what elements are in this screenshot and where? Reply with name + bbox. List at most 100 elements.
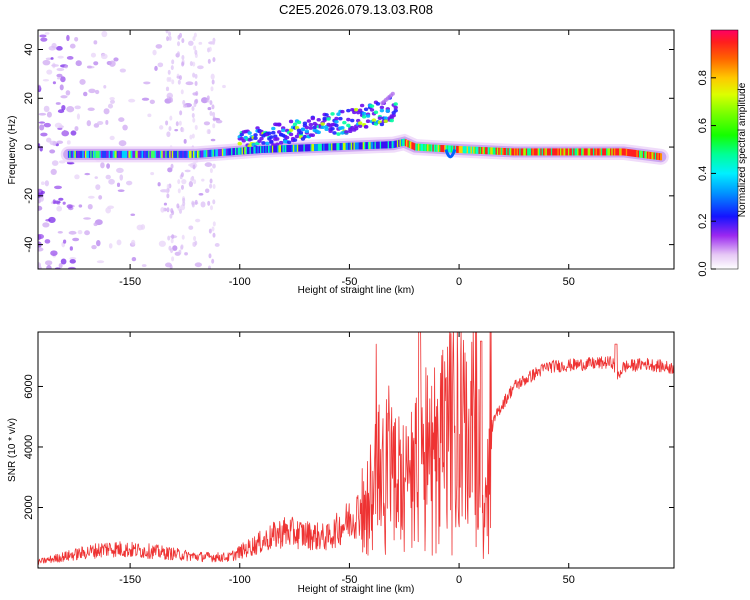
main-trace-cell — [174, 150, 177, 158]
main-trace-cell — [573, 148, 576, 156]
main-trace-cell — [254, 146, 257, 154]
upper-trace-blob — [292, 138, 298, 142]
main-trace-cell — [196, 150, 199, 158]
noise-blob — [69, 259, 76, 264]
main-trace-cell — [371, 141, 374, 149]
noise-blob — [118, 140, 127, 147]
main-trace-cell — [481, 147, 484, 155]
noise-blob — [212, 163, 216, 169]
upper-trace-blob — [239, 132, 244, 137]
main-trace-cell — [329, 143, 332, 151]
noise-blob — [201, 178, 205, 182]
main-trace-cell — [388, 141, 391, 149]
main-trace-cell — [195, 150, 198, 158]
spectrogram-ytick-label: -20 — [23, 188, 35, 204]
upper-trace-blob — [340, 126, 345, 130]
streak-blob — [194, 199, 198, 205]
main-trace-cell — [212, 149, 215, 157]
spectrogram-ytick-label: -40 — [23, 237, 35, 253]
upper-trace-blob — [251, 142, 256, 147]
noise-blob — [66, 34, 70, 42]
streak-blob — [209, 100, 213, 106]
main-trace-cell — [253, 146, 256, 154]
main-trace-cell — [100, 150, 103, 158]
noise-blob — [113, 57, 119, 62]
main-trace-cell — [279, 145, 282, 153]
noise-blob — [39, 34, 47, 38]
main-trace-cell — [128, 150, 131, 158]
upper-trace-blob — [279, 140, 284, 145]
noise-blob — [60, 95, 68, 99]
upper-trace-blob — [280, 128, 286, 133]
spectrogram-axes: -150 -100 -50 0 50 -40 -20 0 20 40 — [23, 30, 674, 288]
upper-trace-blob — [389, 118, 394, 123]
main-trace-cell — [266, 145, 269, 153]
main-trace-cell — [203, 150, 206, 158]
streak-blob — [212, 40, 216, 46]
main-trace-cell — [224, 148, 227, 156]
main-trace-cell — [592, 148, 595, 156]
main-trace-cell — [608, 148, 611, 156]
main-trace-cell — [242, 147, 245, 155]
main-trace-cell — [575, 148, 578, 156]
main-trace-cell — [566, 148, 569, 156]
streak-blob — [166, 183, 170, 189]
main-trace-cell — [523, 148, 526, 156]
main-trace-cell — [527, 148, 530, 156]
noise-blob — [166, 92, 174, 99]
spectrogram-xtick-label: 0 — [456, 276, 462, 288]
upper-trace-blob — [259, 136, 264, 141]
noise-blob — [167, 167, 173, 173]
main-trace-cell — [165, 150, 168, 158]
streak-blob — [192, 241, 196, 247]
main-trace-cell — [96, 150, 99, 158]
main-trace-cell — [353, 142, 356, 150]
main-trace-cell — [535, 148, 538, 156]
upper-trace-blob — [377, 116, 383, 120]
noise-blob — [158, 125, 164, 130]
streak-blob — [182, 197, 186, 203]
main-trace-cell — [277, 145, 280, 153]
noise-blob — [98, 195, 103, 200]
main-trace-cell — [531, 148, 534, 156]
main-trace-cell — [474, 146, 477, 154]
noise-blob — [39, 124, 45, 131]
main-trace-cell — [312, 144, 315, 152]
main-trace-cell — [616, 148, 619, 156]
upper-trace-blob — [330, 126, 335, 131]
main-trace-cell — [541, 148, 544, 156]
upper-trace-blob — [298, 130, 304, 135]
noise-blob — [38, 205, 43, 211]
main-trace-cell — [161, 150, 164, 158]
main-trace-cell — [170, 150, 173, 158]
main-trace-cell — [316, 143, 319, 151]
main-trace-cell — [182, 150, 185, 158]
streak-blob — [194, 49, 198, 55]
main-trace-cell — [256, 146, 259, 154]
main-trace-cell — [70, 150, 73, 158]
main-trace-cell — [562, 148, 565, 156]
main-trace-cell — [367, 142, 370, 150]
main-trace-cell — [657, 152, 660, 160]
main-trace-cell — [581, 148, 584, 156]
main-trace-cell — [398, 139, 401, 147]
upper-trace-blob — [265, 141, 270, 146]
noise-blob — [50, 57, 54, 60]
main-trace-cell — [223, 148, 226, 156]
spectrogram-ytick-label: 0 — [23, 144, 35, 150]
streak-blob — [178, 120, 182, 126]
main-trace-cell — [582, 148, 585, 156]
main-trace-cell — [599, 148, 602, 156]
noise-blob — [101, 30, 108, 38]
noise-blob — [210, 73, 215, 80]
noise-blob — [44, 239, 51, 244]
main-trace-cell — [331, 143, 334, 151]
main-trace-cell — [416, 143, 419, 151]
main-trace-cell — [578, 148, 581, 156]
main-trace-cell — [390, 141, 393, 149]
main-trace-cell — [102, 150, 105, 158]
spectrogram-ytick-label: 20 — [23, 92, 35, 104]
main-trace-cell — [220, 148, 223, 156]
upper-trace-blob — [292, 122, 298, 127]
main-trace-cell — [570, 148, 573, 156]
